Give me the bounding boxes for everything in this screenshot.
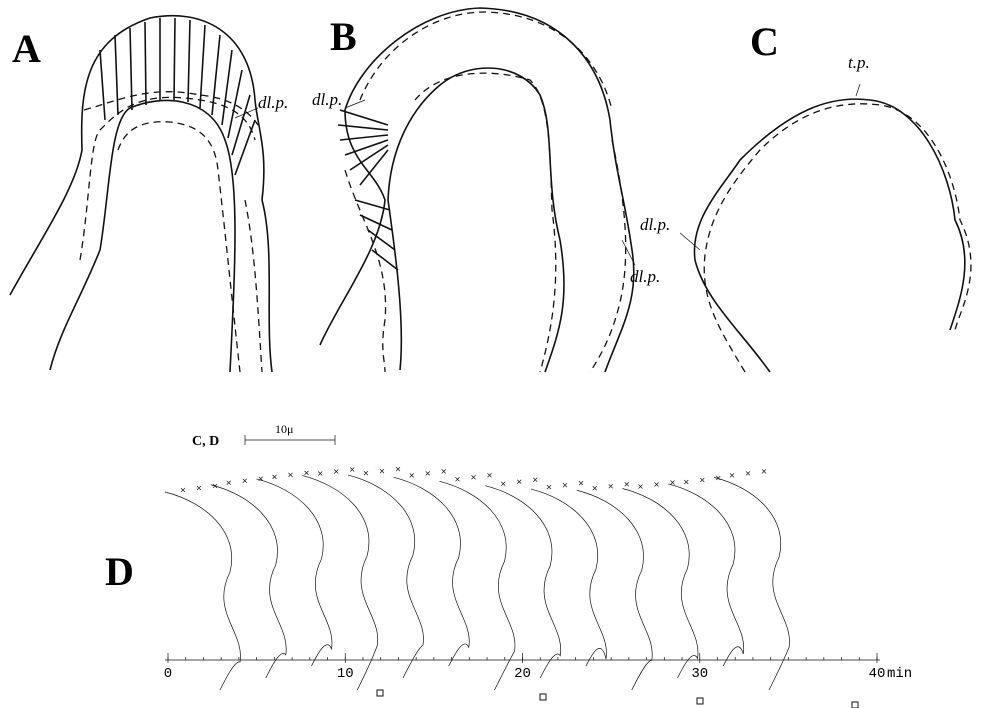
tick-label: 40 [869, 666, 886, 682]
square-mark [377, 690, 383, 696]
cross-mark [364, 471, 368, 475]
annotation: dl.p. [640, 215, 670, 234]
tick-label: 0 [164, 666, 172, 682]
cross-mark [533, 478, 537, 482]
profile-curve [623, 489, 698, 678]
annotation: dl.p. [630, 267, 660, 286]
cross-mark [243, 479, 247, 483]
tick-label: 30 [691, 666, 708, 682]
panel-b-drawing [320, 8, 634, 372]
cross-mark [197, 486, 201, 490]
cross-mark [273, 475, 277, 479]
cross-mark [639, 485, 643, 489]
figure: A dl.p. B dl.p. dl.p. C t.p. dl.p. C, D [0, 0, 994, 708]
cross-mark [305, 471, 309, 475]
profile-curve [394, 477, 469, 666]
cross-mark [227, 481, 231, 485]
cross-mark [181, 488, 185, 492]
cross-mark [426, 471, 430, 475]
profile-curve [440, 481, 515, 690]
cross-mark [442, 469, 446, 473]
cross-mark [517, 480, 521, 484]
square-mark [540, 694, 546, 700]
leader [235, 108, 258, 118]
profile-curve [531, 489, 606, 666]
cross-mark [472, 475, 476, 479]
panel-a-hatching [100, 18, 255, 175]
cross-mark [334, 470, 338, 474]
profile-curve [211, 485, 286, 678]
square-mark [697, 698, 703, 704]
panel-c-drawing [694, 99, 970, 372]
cross-mark [700, 478, 704, 482]
cross-mark [488, 473, 492, 477]
profile-curve [302, 476, 377, 690]
square-mark [852, 702, 858, 708]
tick-label: 10 [337, 666, 354, 682]
cross-mark [563, 483, 567, 487]
cross-mark [655, 483, 659, 487]
cross-mark [380, 469, 384, 473]
annotation: dl.p. [258, 93, 288, 112]
panel-d-drawing [165, 467, 858, 708]
panel-label: D [105, 549, 134, 594]
tick-label: 20 [514, 666, 531, 682]
annotation: dl.p. [312, 90, 342, 109]
profile-curve [714, 477, 789, 690]
scale-bar-panels: C, D [192, 434, 219, 449]
cross-mark [456, 477, 460, 481]
cross-mark [746, 471, 750, 475]
cross-mark [684, 480, 688, 484]
cross-mark [730, 473, 734, 477]
leader [856, 84, 860, 96]
cross-mark [396, 467, 400, 471]
cross-mark [579, 481, 583, 485]
cross-mark [318, 472, 322, 476]
profile-curve [485, 486, 560, 678]
cross-mark [410, 473, 414, 477]
axis-unit: min [887, 666, 912, 682]
cross-mark [501, 482, 505, 486]
panel-label: C [750, 19, 779, 64]
scale-bar-label: 10μ [275, 422, 293, 436]
cross-mark [350, 468, 354, 472]
annotation: t.p. [848, 53, 870, 72]
cross-mark [609, 484, 613, 488]
cross-mark [547, 485, 551, 489]
cross-mark [762, 469, 766, 473]
profile-curve [348, 475, 423, 678]
cross-mark [289, 473, 293, 477]
profile-curve [668, 484, 743, 666]
profile-curve [257, 479, 332, 666]
panel-a-drawing [10, 16, 272, 372]
cross-mark [625, 482, 629, 486]
cross-mark [671, 481, 675, 485]
panel-label: B [330, 14, 357, 59]
panel-label: A [12, 26, 41, 71]
cross-mark [593, 486, 597, 490]
